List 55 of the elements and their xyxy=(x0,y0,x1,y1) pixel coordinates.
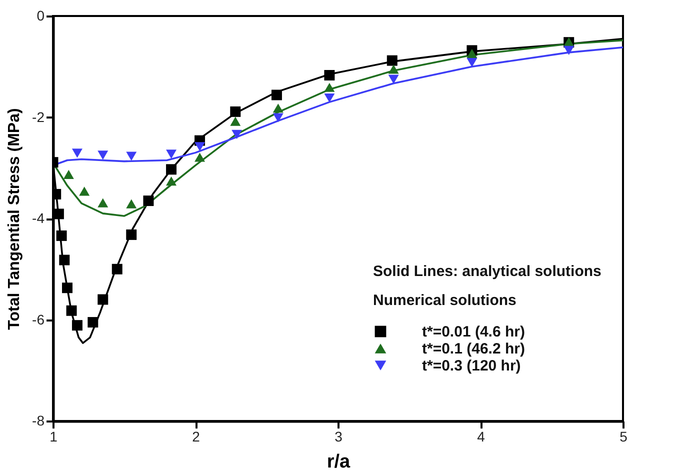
point xyxy=(126,229,137,240)
y-tick-label: -6 xyxy=(32,311,45,328)
point xyxy=(230,106,241,117)
legend-title: Numerical solutions xyxy=(373,292,516,309)
point xyxy=(53,208,64,220)
legend-label: t*=0.1 (46.2 hr) xyxy=(422,340,525,358)
point xyxy=(56,230,67,241)
point xyxy=(72,148,82,158)
x-tick-label: 3 xyxy=(334,428,343,444)
y-tick-label: -8 xyxy=(32,412,45,428)
point xyxy=(272,113,284,122)
legend-label: t*=0.01 (4.6 hr) xyxy=(422,324,525,340)
point xyxy=(232,130,242,140)
y-axis-title: Total Tangential Stress (MPa) xyxy=(6,108,24,330)
point xyxy=(272,104,284,113)
point xyxy=(564,46,574,55)
x-axis-title: r/a xyxy=(326,452,351,472)
point xyxy=(126,199,137,208)
point xyxy=(324,70,335,80)
point xyxy=(386,55,398,66)
point xyxy=(230,116,241,126)
point xyxy=(166,176,177,186)
point xyxy=(98,198,108,208)
legend-label: t*=0.3 (120 hr) xyxy=(422,358,521,374)
point xyxy=(194,152,206,162)
point xyxy=(126,152,137,161)
annotation: Solid Lines: analytical solutions xyxy=(373,263,602,280)
point xyxy=(324,93,335,103)
point xyxy=(98,150,108,160)
point xyxy=(66,305,77,316)
point xyxy=(79,186,90,196)
point xyxy=(59,254,70,266)
point xyxy=(271,90,282,100)
point xyxy=(466,48,478,58)
point xyxy=(112,264,122,274)
point xyxy=(72,320,82,331)
point xyxy=(143,196,154,206)
point xyxy=(194,142,206,152)
x-tick-label: 1 xyxy=(50,428,58,444)
point xyxy=(98,294,108,305)
point xyxy=(63,170,74,179)
point xyxy=(388,64,399,74)
point xyxy=(166,164,177,175)
x-tick-label: 5 xyxy=(620,428,628,444)
point xyxy=(466,58,478,68)
point xyxy=(88,317,98,328)
y-tick-label: 0 xyxy=(36,8,45,24)
y-tick-label: -4 xyxy=(32,210,45,226)
point xyxy=(166,150,177,159)
point xyxy=(62,282,72,294)
x-tick-label: 4 xyxy=(477,428,486,444)
y-tick-label: -2 xyxy=(32,108,45,125)
point xyxy=(324,82,335,92)
point xyxy=(388,74,399,84)
x-tick-label: 2 xyxy=(192,428,200,444)
